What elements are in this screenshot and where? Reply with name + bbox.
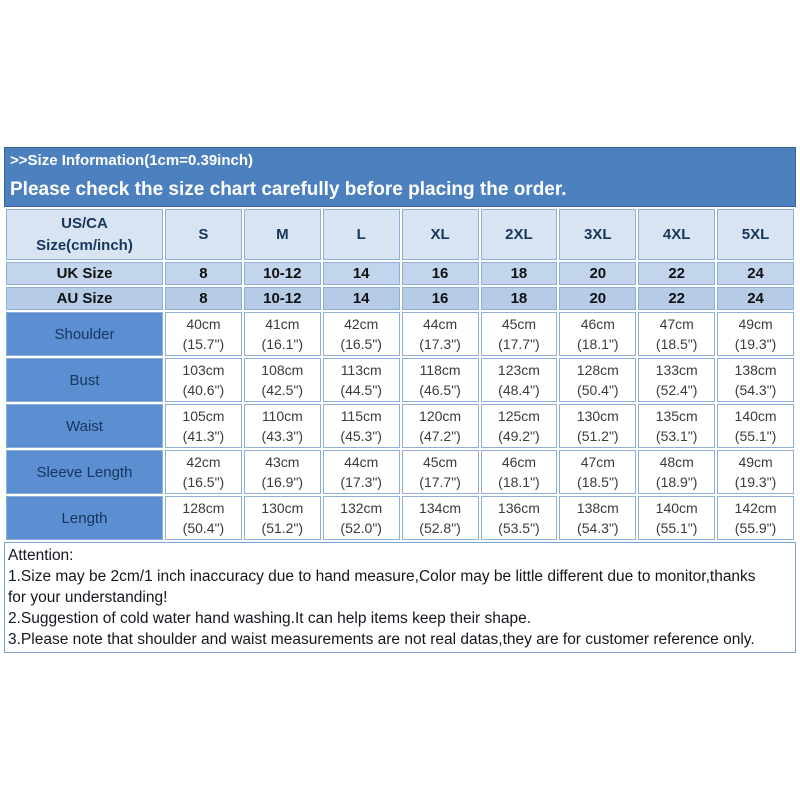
region-size-value: 14: [322, 262, 400, 285]
measurement-value: 123cm (48.4"): [480, 358, 558, 402]
measurement-value: 128cm (50.4"): [165, 496, 242, 540]
banner: >>Size Information(1cm=0.39inch) Please …: [4, 147, 796, 207]
region-size-value: 20: [559, 287, 637, 310]
measurement-value: 133cm (52.4"): [638, 358, 716, 402]
measurement-value: 138cm (54.3"): [559, 496, 637, 540]
measurement-value: 105cm (41.3"): [165, 404, 242, 448]
region-size-row: AU Size 8 10-12 14 16 18 20 22 24: [6, 287, 794, 310]
attention-line: 3.Please note that shoulder and waist me…: [8, 631, 755, 648]
size-chart-content: >>Size Information(1cm=0.39inch) Please …: [4, 147, 796, 653]
measurement-value: 115cm (45.3"): [322, 404, 400, 448]
region-size-value: 18: [480, 262, 558, 285]
size-column-header: XL: [401, 209, 479, 260]
size-column-header: 2XL: [480, 209, 558, 260]
measurement-value: 134cm (52.8"): [401, 496, 479, 540]
measurement-row: Bust 103cm (40.6") 108cm (42.5") 113cm (44.5")…: [6, 358, 794, 402]
measurement-value: 128cm (50.4"): [559, 358, 637, 402]
measurement-value: 46cm (18.1"): [480, 450, 558, 494]
attention-line: Attention:: [8, 547, 74, 564]
measurement-value: 47cm (18.5"): [559, 450, 637, 494]
region-size-row: UK Size 8 10-12 14 16 18 20 22 24: [6, 262, 794, 285]
measurement-value: 136cm (53.5"): [480, 496, 558, 540]
measurement-value: 138cm (54.3"): [717, 358, 794, 402]
measurement-value: 103cm (40.6"): [165, 358, 242, 402]
attention-notes: Attention: 1.Size may be 2cm/1 inch inacc…: [4, 542, 796, 653]
measurement-value: 108cm (42.5"): [243, 358, 321, 402]
measurement-value: 125cm (49.2"): [480, 404, 558, 448]
region-size-value: 16: [401, 287, 479, 310]
measurement-value: 120cm (47.2"): [401, 404, 479, 448]
region-size-value: 24: [717, 287, 794, 310]
measurement-value: 41cm (16.1"): [243, 312, 321, 356]
region-size-value: 16: [401, 262, 479, 285]
size-column-header: 4XL: [638, 209, 716, 260]
measurement-value: 135cm (53.1"): [638, 404, 716, 448]
region-size-label: UK Size: [6, 262, 163, 285]
measurement-label: Bust: [6, 358, 163, 402]
measurement-value: 45cm (17.7"): [401, 450, 479, 494]
attention-line: 1.Size may be 2cm/1 inch inaccuracy due …: [8, 568, 756, 585]
measurement-value: 40cm (15.7"): [165, 312, 242, 356]
measurement-row: Shoulder 40cm (15.7") 41cm (16.1") 42cm (16.5"…: [6, 312, 794, 356]
measurement-value: 47cm (18.5"): [638, 312, 716, 356]
measurement-value: 49cm (19.3"): [717, 450, 794, 494]
attention-line: 2.Suggestion of cold water hand washing.…: [8, 610, 532, 627]
measurement-value: 45cm (17.7"): [480, 312, 558, 356]
measurement-row: Length 128cm (50.4") 130cm (51.2") 132cm (52.0…: [6, 496, 794, 540]
measurement-value: 49cm (19.3"): [717, 312, 794, 356]
measurement-value: 44cm (17.3"): [322, 450, 400, 494]
region-size-value: 14: [322, 287, 400, 310]
measurement-value: 132cm (52.0"): [322, 496, 400, 540]
region-size-value: 22: [638, 262, 716, 285]
size-column-header: M: [243, 209, 321, 260]
measurement-value: 130cm (51.2"): [559, 404, 637, 448]
measurement-value: 110cm (43.3"): [243, 404, 321, 448]
size-chart-table: US/CA Size(cm/inch) S M L XL 2XL 3XL 4XL 5XL UK Si…: [4, 207, 796, 542]
size-column-header: L: [322, 209, 400, 260]
attention-line: for your understanding!: [8, 589, 168, 606]
measurement-label: Length: [6, 496, 163, 540]
measurement-value: 118cm (46.5"): [401, 358, 479, 402]
region-size-value: 8: [165, 287, 242, 310]
region-size-value: 10-12: [243, 287, 321, 310]
region-size-value: 10-12: [243, 262, 321, 285]
measurement-value: 44cm (17.3"): [401, 312, 479, 356]
measurement-value: 140cm (55.1"): [717, 404, 794, 448]
measurement-value: 46cm (18.1"): [559, 312, 637, 356]
size-chart-warning: Please check the size chart carefully be…: [10, 179, 567, 200]
measurement-label: Sleeve Length: [6, 450, 163, 494]
size-column-header: 5XL: [717, 209, 794, 260]
measurement-label: Shoulder: [6, 312, 163, 356]
measurement-label: Waist: [6, 404, 163, 448]
region-size-value: 20: [559, 262, 637, 285]
region-size-value: 18: [480, 287, 558, 310]
table-header-row: US/CA Size(cm/inch) S M L XL 2XL 3XL 4XL 5XL: [6, 209, 794, 260]
us-ca-size-header: US/CA Size(cm/inch): [6, 209, 163, 260]
region-size-value: 24: [717, 262, 794, 285]
size-column-header: S: [165, 209, 242, 260]
region-size-value: 22: [638, 287, 716, 310]
measurement-value: 42cm (16.5"): [165, 450, 242, 494]
measurement-row: Waist 105cm (41.3") 110cm (43.3") 115cm (45.3"…: [6, 404, 794, 448]
measurement-value: 130cm (51.2"): [243, 496, 321, 540]
measurement-value: 43cm (16.9"): [243, 450, 321, 494]
size-information-title: >>Size Information(1cm=0.39inch): [10, 152, 253, 169]
measurement-value: 48cm (18.9"): [638, 450, 716, 494]
measurement-value: 140cm (55.1"): [638, 496, 716, 540]
region-size-label: AU Size: [6, 287, 163, 310]
measurement-value: 42cm (16.5"): [322, 312, 400, 356]
region-size-value: 8: [165, 262, 242, 285]
measurement-value: 113cm (44.5"): [322, 358, 400, 402]
measurement-row: Sleeve Length 42cm (16.5") 43cm (16.9") 44cm(…: [6, 450, 794, 494]
measurement-value: 142cm (55.9"): [717, 496, 794, 540]
size-column-header: 3XL: [559, 209, 637, 260]
